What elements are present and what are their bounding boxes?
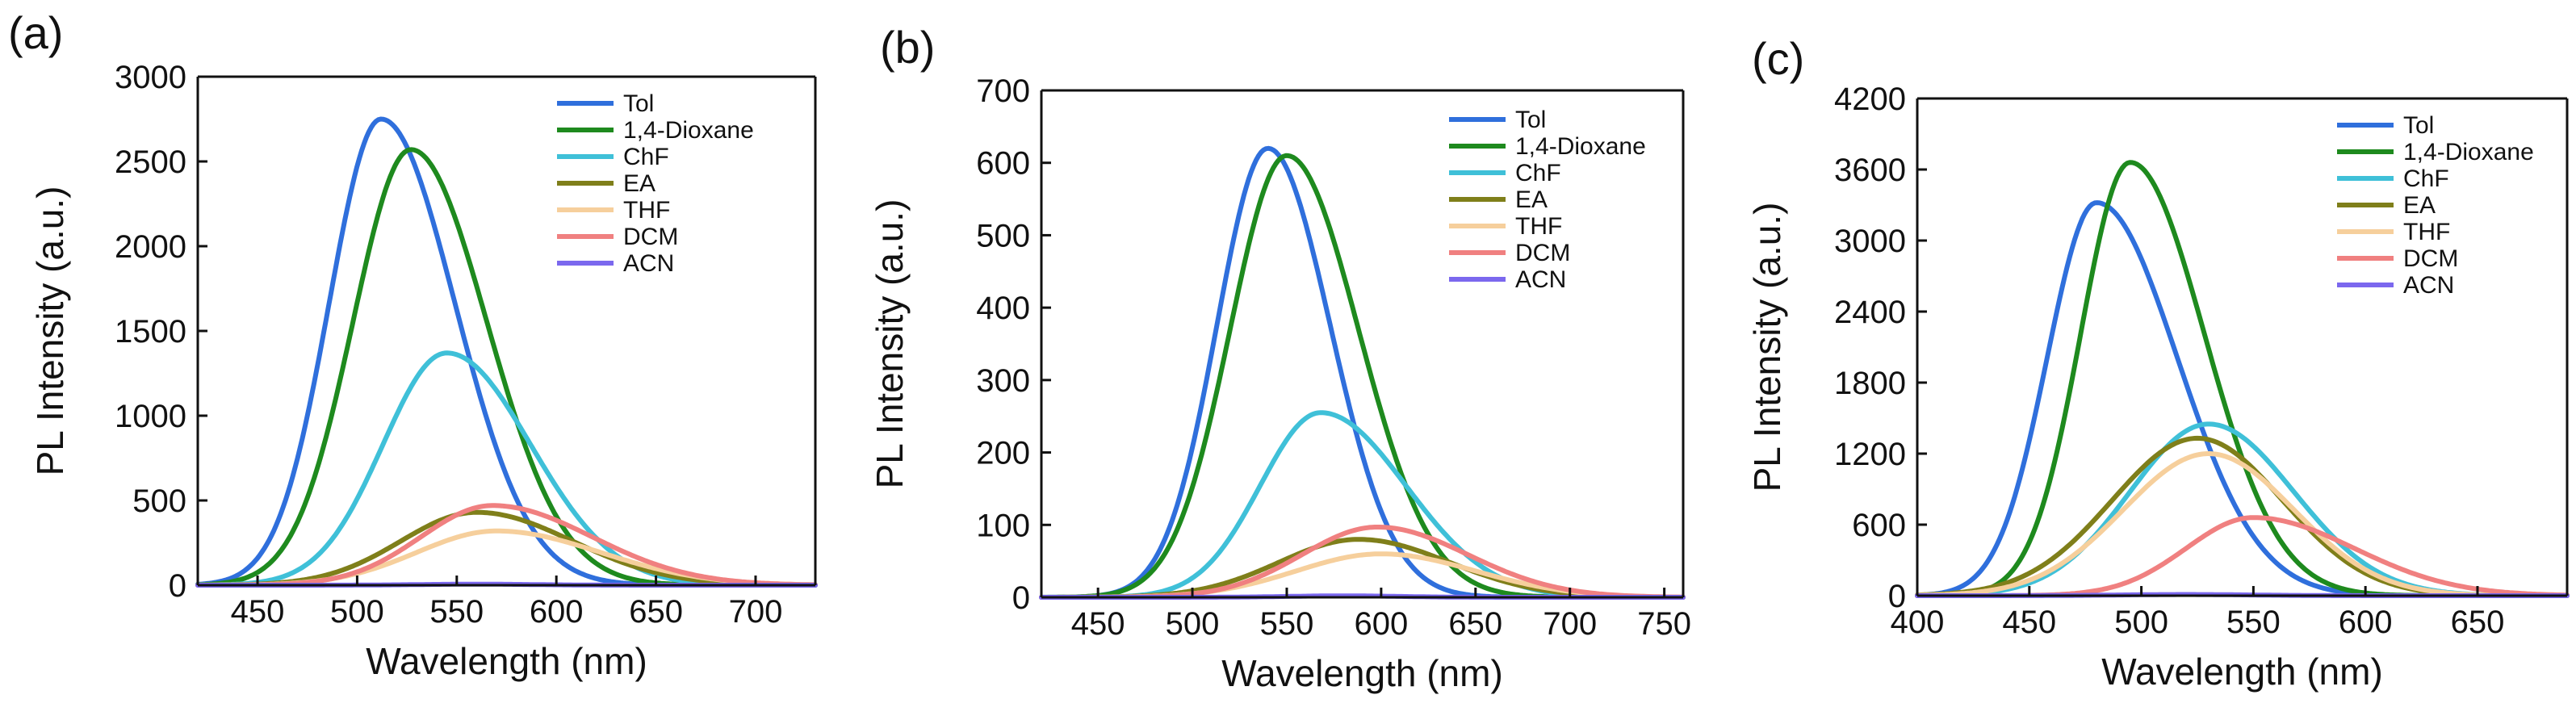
x-tick-label: 600 (530, 594, 584, 630)
panel-b: (b) 450 500 550 600 650 700 750 0 100 200 300 400 500… (869, 22, 1691, 694)
legend-label: ACN (1515, 266, 1566, 293)
legend-label: ACN (2403, 272, 2454, 299)
y-axis-title: PL Intensity (a.u.) (1746, 203, 1788, 492)
y-tick-label: 600 (1852, 508, 1906, 543)
x-axis-title: Wavelength (nm) (366, 640, 647, 682)
legend-label: DCM (2403, 245, 2458, 272)
y-tick-label: 0 (169, 568, 186, 604)
panel-c: (c) 400 450 500 550 600 650 0 600 1200 1800 2400 300… (1746, 33, 2570, 693)
x-tick-label: 650 (2451, 605, 2505, 640)
panel-label: (b) (880, 22, 935, 73)
y-axis-title: PL Intensity (a.u.) (29, 186, 71, 476)
y-tick-label: 1000 (115, 399, 186, 434)
panel-a: (a) 450 500 550 600 650 700 0 500 1000 1500 2000 250… (8, 7, 818, 682)
panel-label: (c) (1752, 33, 1804, 84)
x-axis-title: Wavelength (nm) (1221, 652, 1503, 694)
legend-label: ChF (1515, 160, 1561, 186)
x-tick-label: 550 (1260, 606, 1314, 642)
y-tick-label: 0 (1012, 580, 1030, 616)
panel-label: (a) (8, 7, 63, 58)
y-tick-label: 3600 (1834, 153, 1906, 188)
y-tick-label: 600 (976, 146, 1030, 182)
series-line-tol (1915, 200, 2570, 598)
legend-label: ChF (623, 144, 669, 170)
x-tick-label: 650 (629, 594, 683, 630)
legend-label: EA (623, 170, 656, 197)
y-tick-label: 1800 (1834, 366, 1906, 401)
y-tick-label: 500 (976, 218, 1030, 253)
y-tick-label: 300 (976, 363, 1030, 399)
y-tick-label: 0 (1888, 579, 1906, 614)
x-tick-label: 700 (729, 594, 783, 630)
series-line-1-4-dioxane (195, 147, 818, 588)
x-tick-label: 550 (2226, 605, 2281, 640)
y-tick-label: 2500 (115, 144, 186, 180)
series-line-thf (1915, 451, 2570, 598)
legend-label: THF (1515, 213, 1562, 240)
series-line-chf (1039, 410, 1686, 600)
x-tick-label: 400 (1891, 605, 1945, 640)
y-tick-label: 1500 (115, 314, 186, 350)
legend-label: Tol (623, 90, 654, 117)
legend-label: ACN (623, 250, 674, 277)
y-tick-label: 1200 (1834, 437, 1906, 472)
y-tick-label: 2000 (115, 229, 186, 265)
y-tick-label: 400 (976, 291, 1030, 326)
x-tick-label: 450 (1071, 606, 1125, 642)
x-axis-title: Wavelength (nm) (2101, 651, 2383, 693)
series-group (1915, 160, 2570, 598)
legend-label: EA (1515, 186, 1548, 213)
series-line-ea (1039, 537, 1686, 600)
series-group (1039, 145, 1686, 600)
y-tick-label: 3000 (115, 60, 186, 95)
x-tick-label: 600 (1355, 606, 1409, 642)
y-tick-label: 700 (976, 73, 1030, 109)
x-tick-label: 450 (2002, 605, 2056, 640)
legend-label: Tol (2403, 112, 2434, 139)
x-tick-label: 600 (2339, 605, 2393, 640)
y-axis-title: PL Intensity (a.u.) (869, 199, 911, 489)
x-tick-label: 500 (1166, 606, 1220, 642)
y-tick-label: 4200 (1834, 82, 1906, 117)
legend-label: THF (2403, 219, 2450, 245)
x-tick-label: 450 (231, 594, 285, 630)
legend-label: ChF (2403, 165, 2449, 192)
legend-label: EA (2403, 192, 2436, 219)
series-line-1-4-dioxane (1039, 153, 1686, 600)
x-tick-label: 500 (330, 594, 384, 630)
legend-label: 1,4-Dioxane (1515, 133, 1646, 160)
x-tick-label: 750 (1637, 606, 1691, 642)
legend-label: 1,4-Dioxane (2403, 139, 2534, 165)
series-group (195, 116, 818, 588)
y-tick-label: 500 (132, 483, 186, 519)
legend-label: Tol (1515, 107, 1546, 133)
y-tick-label: 100 (976, 508, 1030, 543)
series-line-1-4-dioxane (1915, 160, 2570, 598)
x-tick-label: 700 (1543, 606, 1597, 642)
y-tick-label: 2400 (1834, 295, 1906, 330)
x-tick-label: 550 (429, 594, 484, 630)
y-tick-label: 200 (976, 436, 1030, 471)
legend-label: THF (623, 197, 670, 224)
legend-label: 1,4-Dioxane (623, 117, 754, 144)
legend-label: DCM (1515, 240, 1570, 266)
x-tick-label: 500 (2114, 605, 2168, 640)
y-tick-label: 3000 (1834, 224, 1906, 259)
legend-label: DCM (623, 224, 678, 250)
x-tick-label: 650 (1448, 606, 1502, 642)
